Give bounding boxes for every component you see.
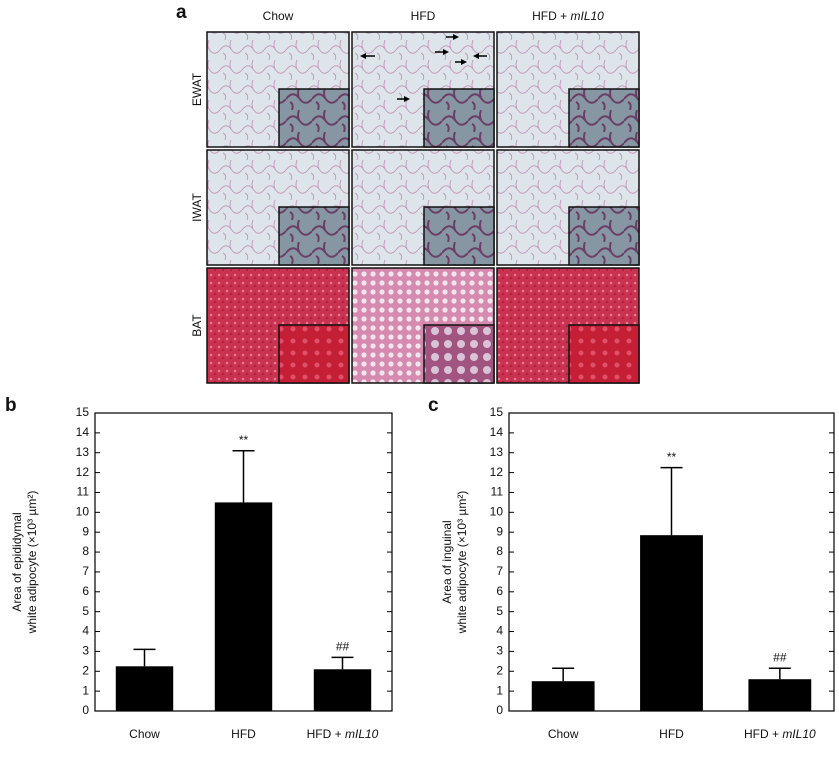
y-tick-label: 7: [496, 564, 503, 578]
y-tick-label: 1: [496, 683, 503, 697]
y-tick-label: 5: [82, 604, 89, 618]
y-tick-label: 13: [490, 445, 504, 459]
text-part: mIL10: [570, 9, 604, 23]
y-tick-label: 2: [496, 663, 503, 677]
tissue-inset: [278, 324, 350, 384]
y-axis-label: Area of inguinal: [440, 520, 454, 603]
y-tick-label: 4: [82, 624, 89, 638]
y-tick-label: 15: [490, 405, 504, 419]
x-tick-label: HFD + mIL10: [307, 727, 379, 741]
panel-label: a: [176, 2, 187, 23]
plot-frame: [94, 412, 393, 712]
row-label: BAT: [190, 314, 204, 337]
y-axis-label: white adipocyte (×10³ µm²): [455, 491, 469, 635]
x-tick-label: Chow: [129, 727, 160, 741]
y-tick-label: 4: [496, 624, 503, 638]
y-tick-label: 12: [76, 465, 90, 479]
arrow-head: [453, 34, 459, 40]
y-tick-label: 1: [82, 683, 89, 697]
y-tick-label: 10: [490, 505, 504, 519]
y-tick-label: 9: [496, 524, 503, 538]
y-tick-label: 0: [496, 703, 503, 717]
y-tick-label: 0: [82, 703, 89, 717]
y-tick-label: 6: [82, 584, 89, 598]
y-tick-label: 12: [490, 465, 504, 479]
tissue-inset: [278, 88, 350, 148]
tissue-inset: [278, 206, 350, 266]
arrow-head: [443, 49, 449, 55]
y-tick-label: 6: [496, 584, 503, 598]
panel-label: c: [428, 395, 439, 416]
y-tick-label: 2: [82, 663, 89, 677]
x-tick-label: HFD: [231, 727, 256, 741]
bar: [748, 679, 812, 711]
significance-label: ##: [773, 650, 787, 664]
column-header: Chow: [263, 9, 294, 23]
y-tick-label: 14: [76, 425, 90, 439]
panel-label: b: [5, 395, 17, 416]
text-part: mIL10: [782, 727, 816, 741]
y-tick-label: 14: [490, 425, 504, 439]
y-tick-label: 7: [82, 564, 89, 578]
plot-frame: [508, 412, 835, 712]
bar: [531, 681, 595, 711]
significance-label: ##: [336, 640, 350, 654]
y-axis-label: Area of epididymal: [10, 512, 24, 611]
bar: [640, 535, 703, 711]
y-tick-label: 11: [77, 485, 90, 499]
tissue-inset: [568, 206, 640, 266]
arrow-head: [360, 53, 366, 59]
bar: [313, 669, 372, 711]
text-part: mIL10: [345, 727, 379, 741]
y-tick-label: 3: [82, 644, 89, 658]
y-tick-label: 11: [491, 485, 504, 499]
arrow-head: [473, 53, 479, 59]
text-part: HFD +: [307, 727, 345, 741]
y-tick-label: 3: [496, 644, 503, 658]
y-tick-label: 9: [82, 524, 89, 538]
y-tick-label: 8: [496, 544, 503, 558]
row-label: IWAT: [190, 193, 204, 222]
row-label: EWAT: [190, 72, 204, 106]
bar: [115, 666, 174, 711]
column-header: HFD: [411, 9, 436, 23]
tissue-inset: [423, 324, 495, 384]
y-tick-label: 15: [76, 405, 90, 419]
significance-label: **: [667, 450, 677, 464]
tissue-inset: [423, 206, 495, 266]
y-tick-label: 10: [76, 505, 90, 519]
bar: [214, 502, 273, 711]
text-part: HFD +: [744, 727, 782, 741]
x-tick-label: HFD: [659, 727, 684, 741]
x-tick-label: HFD + mIL10: [744, 727, 816, 741]
tissue-inset: [568, 88, 640, 148]
x-tick-label: Chow: [548, 727, 579, 741]
y-tick-label: 5: [496, 604, 503, 618]
y-tick-label: 13: [76, 445, 90, 459]
text-part: HFD +: [532, 9, 570, 23]
y-axis-label: white adipocyte (×10³ µm²): [25, 491, 39, 635]
arrow-head: [404, 96, 410, 102]
significance-label: **: [239, 433, 249, 447]
y-tick-label: 8: [82, 544, 89, 558]
arrow-head: [461, 59, 467, 65]
column-header: HFD + mIL10: [532, 9, 604, 23]
tissue-inset: [423, 88, 495, 148]
tissue-inset: [568, 324, 640, 384]
